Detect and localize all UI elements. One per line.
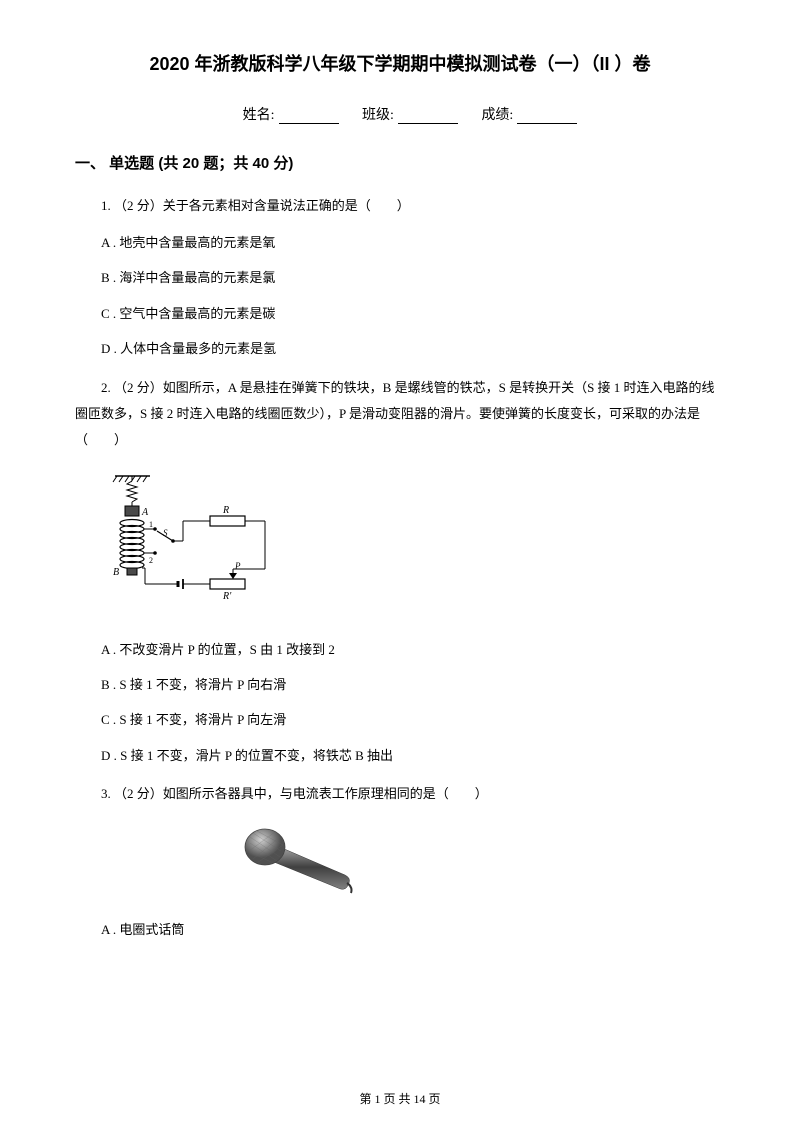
name-blank[interactable] <box>279 110 339 124</box>
label-1: 1 <box>149 520 153 529</box>
label-2: 2 <box>149 556 153 565</box>
q2-text: 2. （2 分）如图所示，A 是悬挂在弹簧下的铁块，B 是螺线管的铁芯，S 是转… <box>75 375 725 453</box>
label-B: B <box>113 567 119 578</box>
q2-option-a: A . 不改变滑片 P 的位置，S 由 1 改接到 2 <box>75 638 725 661</box>
circuit-svg: A B 1 2 S <box>105 471 285 611</box>
score-blank[interactable] <box>517 110 577 124</box>
question-1: 1. （2 分）关于各元素相对含量说法正确的是（ ） A . 地壳中含量最高的元… <box>75 193 725 361</box>
q2-option-b: B . S 接 1 不变，将滑片 P 向右滑 <box>75 673 725 696</box>
name-label: 姓名: <box>243 108 275 123</box>
question-3: 3. （2 分）如图所示各器具中，与电流表工作原理相同的是（ ） <box>75 781 725 941</box>
class-label: 班级: <box>362 108 394 123</box>
label-S: S <box>163 528 168 538</box>
q1-option-d: D . 人体中含量最多的元素是氢 <box>75 337 725 360</box>
microphone-image <box>225 817 725 906</box>
score-label: 成绩: <box>481 108 513 123</box>
q1-option-a: A . 地壳中含量最高的元素是氧 <box>75 231 725 254</box>
question-2: 2. （2 分）如图所示，A 是悬挂在弹簧下的铁块，B 是螺线管的铁芯，S 是转… <box>75 375 725 768</box>
q3-text: 3. （2 分）如图所示各器具中，与电流表工作原理相同的是（ ） <box>75 781 725 807</box>
section-header: 一、 单选题 (共 20 题；共 40 分) <box>75 152 725 173</box>
q2-option-c: C . S 接 1 不变，将滑片 P 向左滑 <box>75 708 725 731</box>
label-R2: R' <box>222 591 232 602</box>
q1-option-c: C . 空气中含量最高的元素是碳 <box>75 302 725 325</box>
exam-title: 2020 年浙教版科学八年级下学期期中模拟测试卷（一）（II ）卷 <box>75 50 725 76</box>
q1-option-b: B . 海洋中含量最高的元素是氯 <box>75 266 725 289</box>
page-footer: 第 1 页 共 14 页 <box>0 1090 800 1107</box>
student-info-line: 姓名: 班级: 成绩: <box>75 104 725 124</box>
q1-text: 1. （2 分）关于各元素相对含量说法正确的是（ ） <box>75 193 725 219</box>
label-R: R <box>222 505 229 516</box>
mic-svg <box>225 817 355 897</box>
q2-option-d: D . S 接 1 不变，滑片 P 的位置不变，将铁芯 B 抽出 <box>75 744 725 767</box>
class-blank[interactable] <box>398 110 458 124</box>
label-A: A <box>141 507 149 518</box>
label-P: P <box>234 561 241 571</box>
circuit-diagram: A B 1 2 S <box>105 471 725 620</box>
q3-option-a: A . 电圈式话筒 <box>75 918 725 941</box>
